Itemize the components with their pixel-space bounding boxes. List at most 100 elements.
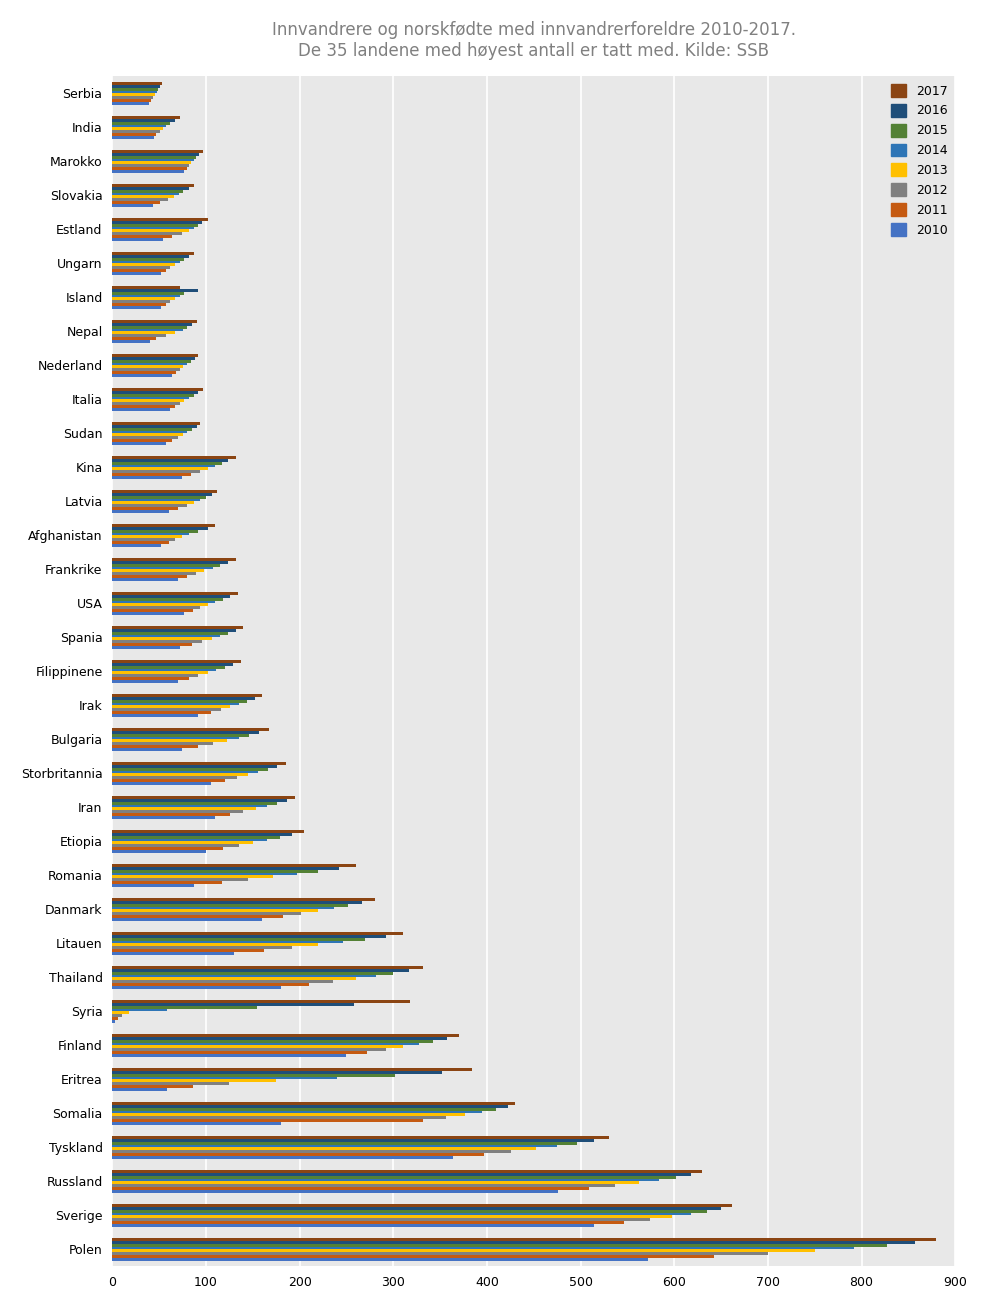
Bar <box>113 646 180 648</box>
Bar <box>113 907 334 909</box>
Bar <box>113 680 178 683</box>
Bar <box>113 493 211 495</box>
Bar <box>113 566 212 570</box>
Bar <box>113 458 228 461</box>
Bar <box>113 83 162 85</box>
Bar <box>113 127 163 131</box>
Bar <box>113 884 194 887</box>
Bar <box>113 431 188 434</box>
Bar <box>113 561 228 563</box>
Bar <box>113 984 309 986</box>
Bar <box>113 1153 484 1157</box>
Bar <box>113 1218 650 1221</box>
Bar <box>113 592 238 595</box>
Bar <box>113 427 192 431</box>
Bar <box>113 1070 442 1074</box>
Bar <box>113 134 156 136</box>
Bar <box>113 217 207 221</box>
Bar <box>113 331 175 334</box>
Bar <box>113 1002 354 1006</box>
Bar <box>113 1048 385 1051</box>
Bar <box>113 266 170 270</box>
Title: Innvandrere og norskfødte med innvandrerforeldre 2010-2017.
De 35 landene med hø: Innvandrere og norskfødte med innvandrer… <box>272 21 795 60</box>
Bar <box>113 326 188 329</box>
Bar <box>113 796 295 799</box>
Bar <box>113 156 196 159</box>
Bar <box>113 912 301 916</box>
Bar <box>113 303 166 307</box>
Bar <box>113 706 230 709</box>
Bar <box>113 872 296 875</box>
Bar <box>113 612 185 614</box>
Bar <box>113 799 287 802</box>
Bar <box>113 307 161 309</box>
Bar <box>113 470 201 473</box>
Bar <box>113 563 220 566</box>
Bar <box>113 204 152 207</box>
Bar <box>113 950 264 952</box>
Bar <box>113 904 349 907</box>
Bar <box>113 986 281 989</box>
Bar <box>113 765 278 768</box>
Bar <box>113 198 168 202</box>
Bar <box>113 193 179 195</box>
Bar <box>113 711 210 714</box>
Bar <box>113 1157 453 1159</box>
Bar <box>113 456 236 458</box>
Bar <box>113 541 169 544</box>
Bar <box>113 597 223 600</box>
Bar <box>113 405 175 409</box>
Bar <box>113 1238 937 1241</box>
Bar <box>113 975 376 977</box>
Bar <box>113 168 188 170</box>
Bar <box>113 804 267 807</box>
Bar <box>113 743 213 745</box>
Bar <box>113 570 205 572</box>
Bar <box>113 850 206 853</box>
Bar <box>113 102 149 105</box>
Bar <box>113 422 201 424</box>
Bar <box>113 782 210 785</box>
Bar <box>113 232 182 236</box>
Bar <box>113 677 189 680</box>
Bar <box>113 748 182 751</box>
Bar <box>113 941 343 943</box>
Bar <box>113 731 259 734</box>
Bar <box>113 867 339 870</box>
Bar <box>113 641 203 643</box>
Bar <box>113 1011 129 1014</box>
Bar <box>113 736 239 739</box>
Bar <box>113 402 180 405</box>
Bar <box>113 424 197 427</box>
Bar <box>113 1114 465 1116</box>
Bar <box>113 1150 511 1153</box>
Bar <box>113 473 191 476</box>
Bar <box>113 952 234 955</box>
Bar <box>113 85 160 88</box>
Bar <box>113 388 204 390</box>
Bar <box>113 461 222 465</box>
Bar <box>113 714 199 717</box>
Bar <box>113 365 184 368</box>
Bar <box>113 831 304 833</box>
Bar <box>113 943 318 946</box>
Bar <box>113 1179 659 1182</box>
Bar <box>113 1085 193 1089</box>
Bar <box>113 700 247 702</box>
Bar <box>113 816 215 819</box>
Bar <box>113 1213 692 1216</box>
Bar <box>113 1207 721 1209</box>
Bar <box>113 600 215 604</box>
Bar <box>113 977 356 980</box>
Bar <box>113 1068 472 1070</box>
Bar <box>113 1074 395 1077</box>
Bar <box>113 115 180 119</box>
Bar <box>113 97 152 100</box>
Bar <box>113 875 274 878</box>
Bar <box>113 1123 281 1125</box>
Bar <box>113 931 403 935</box>
Bar <box>113 770 259 773</box>
Bar <box>113 897 374 901</box>
Bar <box>113 495 206 499</box>
Bar <box>113 863 356 867</box>
